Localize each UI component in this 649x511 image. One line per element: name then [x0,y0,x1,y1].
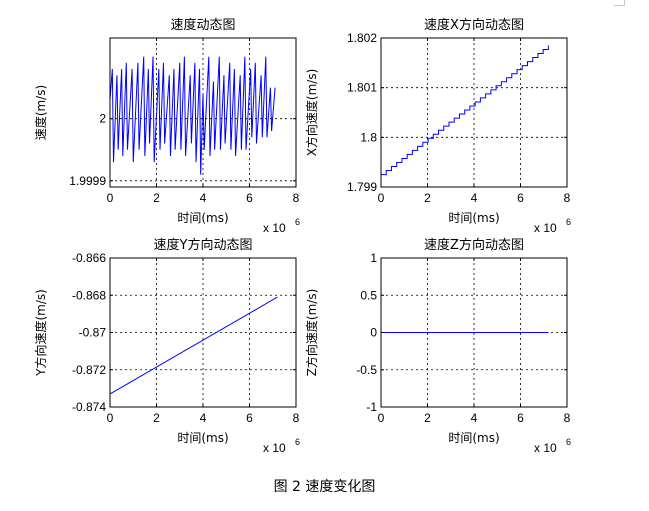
x-tick-label: 2 [424,191,431,205]
x-multiplier-exponent: 6 [566,217,571,227]
series-line-1 [381,45,549,176]
x-axis-label: 时间(ms) [177,431,228,445]
x-axis-label: 时间(ms) [448,211,499,225]
x-multiplier-exponent: 6 [295,437,300,447]
x-tick-label: 2 [153,191,160,205]
x-tick-label: 0 [107,191,114,205]
y-tick-label: -1 [366,400,377,414]
y-axis-label: Y方向速度(m/s) [33,289,48,377]
x-tick-label: 4 [471,411,478,425]
x-tick-label: 6 [246,411,253,425]
x-tick-label: 6 [517,191,524,205]
x-multiplier-exponent: 6 [295,217,300,227]
x-multiplier-exponent: 6 [566,437,571,447]
figure-caption: 图 2 速度变化图 [273,479,376,495]
y-tick-label: -0.87 [79,326,107,340]
x-tick-label: 0 [378,411,385,425]
y-tick-label: 1.802 [347,31,377,45]
series-line-1 [109,296,278,395]
y-tick-label: -0.868 [72,288,106,302]
x-multiplier-label: x 10 [263,221,286,235]
x-tick-label: 0 [378,191,385,205]
y-tick-label: 1 [370,251,377,265]
x-tick-label: 8 [293,191,300,205]
x-tick-label: 8 [564,411,571,425]
y-tick-label: 1.8 [360,130,377,144]
x-tick-label: 6 [517,411,524,425]
y-tick-label: 0.5 [360,288,377,302]
x-tick-label: 6 [246,191,253,205]
y-tick-label: 1.9999 [69,174,106,188]
series-line-1 [109,56,276,175]
x-axis-label: 时间(ms) [448,431,499,445]
x-axis-label: 时间(ms) [177,211,228,225]
y-tick-label: 0 [370,326,377,340]
x-tick-label: 4 [200,411,207,425]
chart-title: 速度Y方向动态图 [154,237,253,253]
page-corner-mark [614,0,625,6]
x-tick-label: 4 [471,191,478,205]
chart-title: 速度Z方向动态图 [424,237,524,253]
x-tick-label: 4 [200,191,207,205]
x-tick-label: 0 [107,411,114,425]
x-tick-label: 8 [564,191,571,205]
y-tick-label: -0.866 [72,251,106,265]
x-multiplier-label: x 10 [263,441,286,455]
y-tick-label: -0.5 [356,363,377,377]
chart-title: 速度X方向动态图 [424,17,524,33]
y-tick-label: 1.799 [347,180,377,194]
y-tick-label: -0.874 [72,400,106,414]
x-tick-label: 2 [424,411,431,425]
x-tick-label: 8 [293,411,300,425]
y-tick-label: -0.872 [72,363,106,377]
chart-title: 速度动态图 [170,17,235,33]
y-tick-label: 1.801 [347,81,377,95]
chart-panel-3: 0 2 4 6 8 -0.874 -0.872 -0.87 -0.868 -0.866 速度Y方向动… [33,237,300,455]
y-axis-label: Z方向速度(m/s) [304,289,319,377]
y-axis-label: X方向速度(m/s) [304,69,319,157]
y-tick-label: 2 [99,112,106,126]
x-multiplier-label: x 10 [534,441,557,455]
y-axis-label: 速度(m/s) [33,85,48,140]
x-tick-label: 2 [153,411,160,425]
plot-area [381,38,567,187]
x-multiplier-label: x 10 [534,221,557,235]
